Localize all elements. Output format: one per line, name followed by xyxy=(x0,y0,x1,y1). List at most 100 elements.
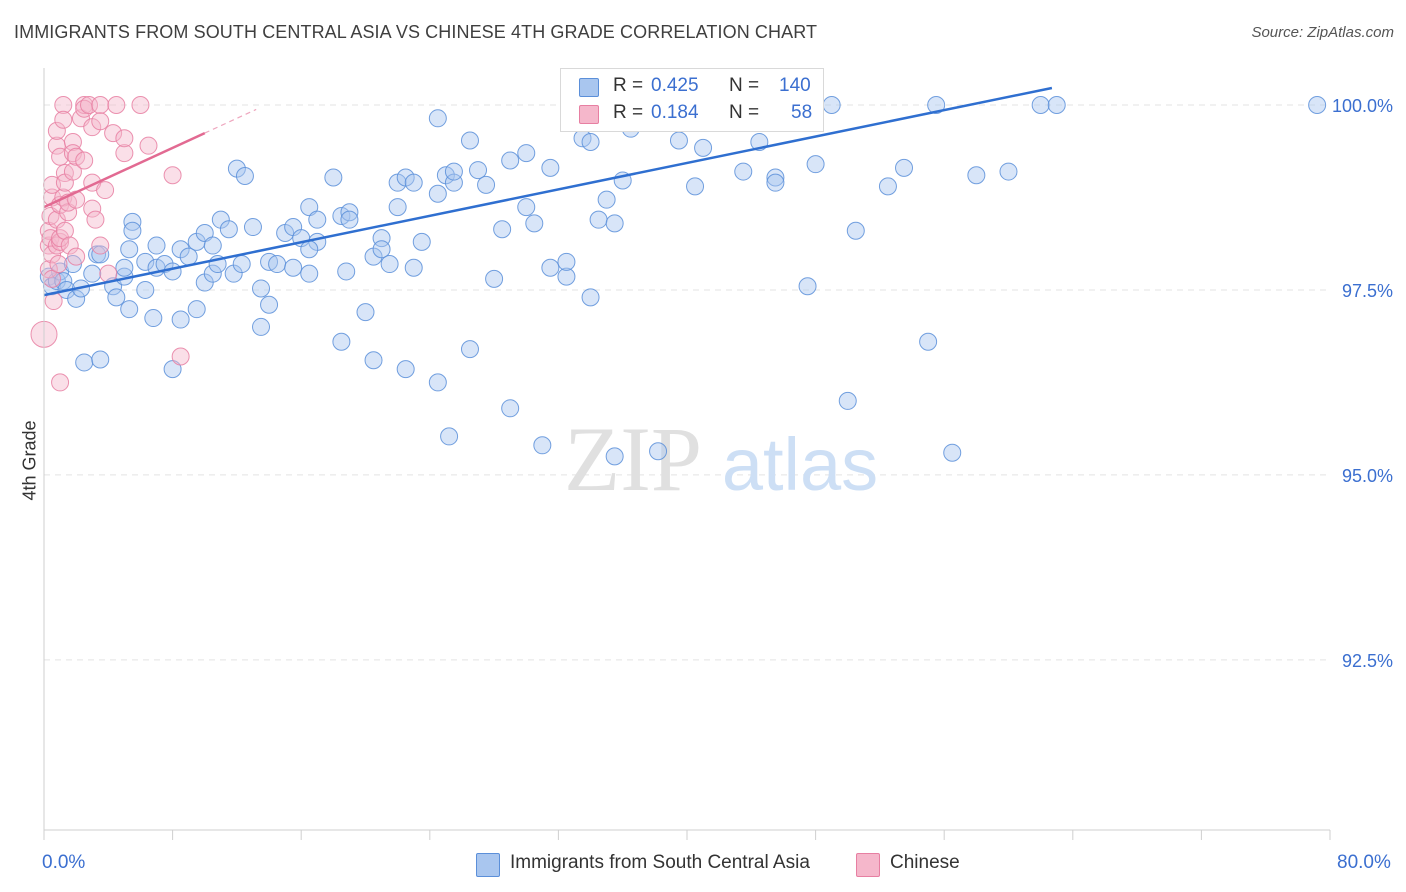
pink-point xyxy=(75,151,94,170)
blue-point xyxy=(404,173,423,192)
legend-blue-n-value: 140 xyxy=(779,75,811,96)
blue-point xyxy=(300,264,319,283)
pink-point xyxy=(51,373,70,392)
blue-point xyxy=(388,198,407,217)
pink-point xyxy=(55,221,74,240)
pink-point xyxy=(139,136,158,155)
blue-point xyxy=(806,155,825,174)
blue-point xyxy=(120,240,139,259)
blue-point xyxy=(669,131,688,150)
pink-point xyxy=(104,124,123,143)
watermark: ZIP atlas xyxy=(564,408,878,510)
blue-point xyxy=(460,340,479,359)
bottom-legend-swatch-blue xyxy=(476,853,500,877)
blue-point xyxy=(557,252,576,271)
blue-point xyxy=(243,218,262,237)
blue-point xyxy=(838,391,857,410)
blue-point xyxy=(144,309,163,328)
pink-point xyxy=(47,121,66,140)
blue-point xyxy=(120,300,139,319)
blue-point xyxy=(308,210,327,229)
blue-point xyxy=(300,240,319,259)
blue-point xyxy=(477,175,496,194)
y-tick-label: 97.5% xyxy=(1342,281,1393,301)
y-tick-label: 95.0% xyxy=(1342,466,1393,486)
blue-point xyxy=(252,279,271,298)
blue-point xyxy=(686,177,705,196)
pink-point xyxy=(115,144,134,163)
blue-point xyxy=(943,443,962,462)
legend-blue-r-label: R = xyxy=(613,75,644,96)
blue-point xyxy=(203,236,222,255)
blue-point xyxy=(219,220,238,239)
blue-point xyxy=(581,288,600,307)
blue-point xyxy=(878,177,897,196)
blue-point xyxy=(1308,95,1327,114)
watermark-zip: ZIP xyxy=(564,408,702,510)
pink-point xyxy=(67,247,86,266)
trend-line-pink xyxy=(43,131,206,209)
grid-lines xyxy=(44,104,1330,661)
blue-point xyxy=(235,167,254,186)
blue-point xyxy=(766,168,785,187)
pink-point xyxy=(51,232,70,251)
pink-point xyxy=(91,112,110,131)
blue-point xyxy=(195,223,214,242)
blue-point xyxy=(300,198,319,217)
blue-point xyxy=(999,162,1018,181)
blue-point xyxy=(649,442,668,461)
blue-point xyxy=(444,162,463,181)
blue-point xyxy=(694,138,713,157)
blue-point xyxy=(372,240,391,259)
blue-point xyxy=(557,267,576,286)
trend-lines xyxy=(43,86,1053,297)
blue-point xyxy=(541,258,560,277)
blue-point xyxy=(919,332,938,351)
blue-point xyxy=(517,198,536,217)
chart-source: Source: ZipAtlas.com xyxy=(1251,24,1394,41)
pink-point xyxy=(91,95,110,114)
blue-point xyxy=(967,166,986,185)
pink-point xyxy=(75,95,94,114)
pink-point xyxy=(171,347,190,366)
chart-title: IMMIGRANTS FROM SOUTH CENTRAL ASIA VS CH… xyxy=(14,22,818,42)
pink-point xyxy=(86,210,105,229)
pink-point xyxy=(49,255,68,274)
pink-point xyxy=(115,129,134,148)
blue-point xyxy=(460,131,479,150)
blue-point xyxy=(91,350,110,369)
blue-point xyxy=(846,221,865,240)
y-tick-label: 100.0% xyxy=(1332,96,1393,116)
pink-point xyxy=(83,199,102,218)
y-tick-labels: 92.5% 95.0% 97.5% 100.0% xyxy=(1332,96,1393,671)
trend-line-blue xyxy=(43,86,1053,297)
pink-point xyxy=(163,166,182,185)
blue-point xyxy=(332,332,351,351)
series-blue-points xyxy=(39,95,1327,466)
blue-point xyxy=(337,262,356,281)
pink-point xyxy=(60,236,79,255)
bottom-legend-label-blue: Immigrants from South Central Asia xyxy=(510,852,810,873)
blue-point xyxy=(203,264,222,283)
pink-point xyxy=(54,110,73,129)
pink-point xyxy=(91,236,110,255)
x-tick-label-min: 0.0% xyxy=(42,852,86,873)
blue-point xyxy=(107,288,126,307)
blue-point xyxy=(39,267,58,286)
x-tick-label-max: 80.0% xyxy=(1337,852,1391,873)
legend-pink-r-value: 0.184 xyxy=(651,102,699,123)
y-tick-label: 92.5% xyxy=(1342,651,1393,671)
pink-point xyxy=(39,260,58,279)
blue-point xyxy=(163,262,182,281)
blue-point xyxy=(83,264,102,283)
blue-point xyxy=(147,236,166,255)
legend-pink-n-label: N = xyxy=(729,102,760,123)
bottom-legend-swatch-pink xyxy=(856,853,880,877)
pink-point xyxy=(54,95,73,114)
trend-line-pink-extension xyxy=(204,108,257,134)
blue-point xyxy=(589,210,608,229)
pink-point xyxy=(63,162,82,181)
legend-swatch-blue xyxy=(579,78,599,97)
blue-point xyxy=(396,360,415,379)
